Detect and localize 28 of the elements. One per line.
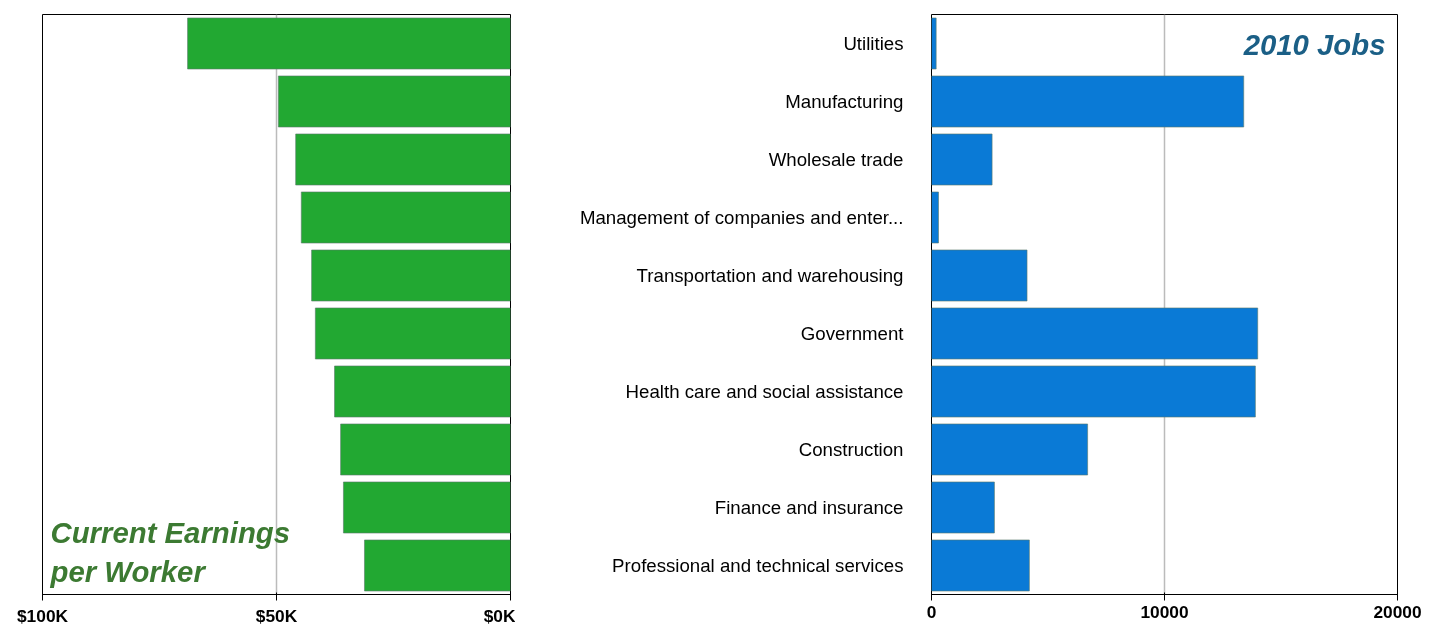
y-tick-label: Construction bbox=[798, 439, 904, 460]
bar bbox=[931, 539, 1030, 592]
bar bbox=[931, 481, 995, 534]
bar bbox=[931, 191, 939, 244]
y-tick-label: Government bbox=[800, 323, 905, 344]
bar bbox=[931, 133, 993, 186]
y-tick-label: Transportation and warehousing bbox=[636, 265, 904, 286]
bar bbox=[931, 365, 1256, 418]
x-tick-label: $50K bbox=[255, 605, 298, 626]
x-tick-label: 0 bbox=[926, 601, 937, 622]
x-tick-label: $100K bbox=[16, 605, 69, 626]
y-tick-label: Finance and insurance bbox=[714, 497, 904, 518]
y-tick-label: Utilities bbox=[843, 33, 904, 54]
bar bbox=[931, 17, 937, 70]
bar bbox=[931, 423, 1089, 476]
x-tick-label: $0K bbox=[483, 605, 516, 626]
y-tick-label: Professional and technical services bbox=[612, 555, 904, 576]
y-tick-label: Wholesale trade bbox=[768, 149, 904, 170]
bar bbox=[931, 249, 1028, 302]
x-tick-label: 20000 bbox=[1373, 601, 1422, 622]
y-tick-label: Management of companies and enter... bbox=[579, 207, 904, 228]
y-tick-label: Health care and social assistance bbox=[625, 381, 904, 402]
text: 2010 Jobs bbox=[1242, 28, 1386, 61]
text: Current Earnings per Worker bbox=[49, 515, 291, 589]
y-tick-label: Manufacturing bbox=[785, 91, 904, 112]
x-tick-label: 10000 bbox=[1140, 601, 1189, 622]
bar bbox=[931, 307, 1259, 360]
bar bbox=[931, 75, 1245, 128]
